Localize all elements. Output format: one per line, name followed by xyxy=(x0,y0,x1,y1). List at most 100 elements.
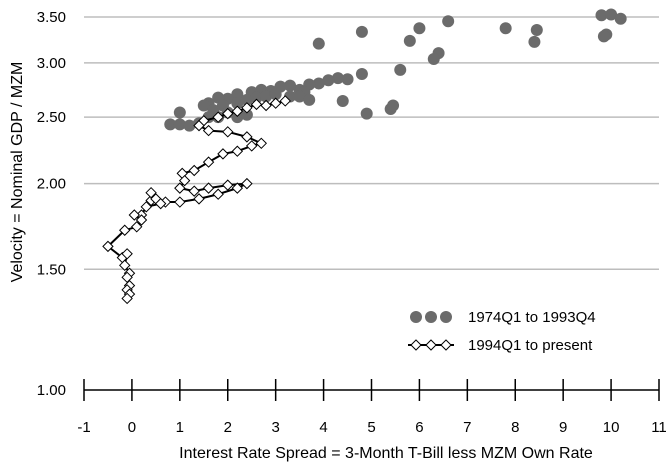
data-point-diamond xyxy=(231,182,244,194)
x-tick-label: 1 xyxy=(176,419,184,436)
x-tick-label: -1 xyxy=(77,419,90,436)
y-axis-title: Velocity = Nominal GDP / MZM xyxy=(9,62,26,283)
data-point-circle xyxy=(231,111,244,124)
legend-label-series-2: 1994Q1 to present xyxy=(468,337,593,354)
legend-circle xyxy=(410,311,422,323)
data-point-circle xyxy=(164,118,177,131)
data-point-circle xyxy=(197,99,210,112)
data-point-circle xyxy=(355,25,368,38)
data-point-circle xyxy=(442,15,455,28)
x-tick-label: 11 xyxy=(651,419,667,436)
data-point-circle xyxy=(312,37,325,50)
data-point-diamond xyxy=(231,105,244,117)
data-point-circle xyxy=(331,72,344,85)
data-point-diamond xyxy=(135,214,148,226)
data-point-circle xyxy=(312,77,325,90)
data-point-circle xyxy=(240,108,253,121)
data-point-diamond xyxy=(222,107,234,120)
data-point-diamond xyxy=(174,182,186,194)
data-point-circle xyxy=(387,99,400,112)
data-point-diamond xyxy=(279,95,291,107)
data-point-diamond xyxy=(128,209,141,221)
data-point-circle xyxy=(173,106,186,119)
x-axis-title: Interest Rate Spread = 3-Month T-Bill le… xyxy=(179,445,593,462)
data-point-circle xyxy=(240,93,253,106)
y-tick-label: 1.00 xyxy=(37,382,66,399)
x-tick-label: 7 xyxy=(463,419,471,436)
y-tick-label: 2.00 xyxy=(37,176,66,193)
data-point-diamond xyxy=(241,131,253,143)
data-point-diamond xyxy=(212,111,224,123)
data-point-circle xyxy=(250,91,263,104)
legend-diamond xyxy=(440,339,452,351)
x-tick-label: 6 xyxy=(415,419,423,436)
data-point-diamond xyxy=(102,240,114,253)
data-point-circle xyxy=(605,8,618,21)
grid-lines xyxy=(84,16,659,271)
data-point-circle xyxy=(528,35,541,48)
data-point-circle xyxy=(413,22,426,35)
x-tick-label: 9 xyxy=(559,419,567,436)
data-point-circle xyxy=(173,118,186,131)
data-point-circle xyxy=(595,9,608,22)
data-point-circle xyxy=(293,90,306,103)
data-point-diamond xyxy=(260,99,272,112)
data-point-circle xyxy=(231,88,244,101)
y-tick-label: 1.50 xyxy=(37,261,66,278)
data-point-diamond xyxy=(188,164,200,177)
x-tick-label: 5 xyxy=(367,419,375,436)
data-point-circle xyxy=(322,74,335,87)
y-tick-label: 2.50 xyxy=(37,109,66,126)
legend-diamond xyxy=(410,339,422,351)
legend-marker-series-2 xyxy=(408,339,454,351)
x-tick-label: 3 xyxy=(271,419,279,436)
data-point-circle xyxy=(303,93,316,106)
x-tick-label: 0 xyxy=(128,419,136,436)
legend-circle xyxy=(440,311,452,323)
y-tick-label: 3.00 xyxy=(37,55,66,72)
data-point-circle xyxy=(231,97,244,110)
plot-area xyxy=(102,8,627,305)
data-point-diamond xyxy=(178,174,191,187)
data-point-circle xyxy=(341,73,354,86)
data-point-diamond xyxy=(217,148,229,160)
data-point-circle xyxy=(336,94,349,107)
data-point-circle xyxy=(284,79,297,92)
data-point-diamond xyxy=(193,193,205,205)
data-point-circle xyxy=(597,30,610,43)
data-point-diamond xyxy=(193,119,205,132)
x-tick-label: 10 xyxy=(603,419,620,436)
legend-circle xyxy=(425,311,437,323)
data-point-diamond xyxy=(140,201,152,213)
data-point-diamond xyxy=(154,197,167,210)
data-point-circle xyxy=(394,63,407,76)
data-point-circle xyxy=(427,52,440,65)
data-point-diamond xyxy=(131,221,143,233)
data-point-circle xyxy=(260,90,273,103)
data-point-diamond xyxy=(119,224,131,236)
data-point-diamond xyxy=(188,185,200,197)
legend-diamond xyxy=(425,339,437,351)
data-point-diamond xyxy=(269,97,282,109)
data-point-diamond xyxy=(121,292,133,305)
data-point-diamond xyxy=(202,156,215,168)
data-point-diamond xyxy=(202,182,215,194)
x-tick-label: 4 xyxy=(319,419,327,436)
data-point-circle xyxy=(530,24,543,37)
data-point-diamond xyxy=(250,98,263,111)
y-tick-label: 3.50 xyxy=(37,9,66,26)
data-point-diamond xyxy=(246,140,258,152)
data-point-circle xyxy=(403,34,416,47)
data-point-diamond xyxy=(202,124,215,137)
data-point-diamond xyxy=(222,179,234,191)
data-point-circle xyxy=(355,68,368,81)
data-point-diamond xyxy=(241,177,253,190)
data-point-diamond xyxy=(119,259,131,272)
data-point-diamond xyxy=(174,196,186,208)
data-point-diamond xyxy=(241,102,253,114)
legend: 1974Q1 to 1993Q4 1994Q1 to present xyxy=(408,309,596,354)
x-tick-label: 2 xyxy=(224,419,232,436)
axes: 1.00 1.50 2.00 2.50 3.00 3.50 -1 0 1 2 3 4 5 6 7 8 9 10 11 xyxy=(37,9,667,436)
data-point-diamond xyxy=(145,186,157,199)
